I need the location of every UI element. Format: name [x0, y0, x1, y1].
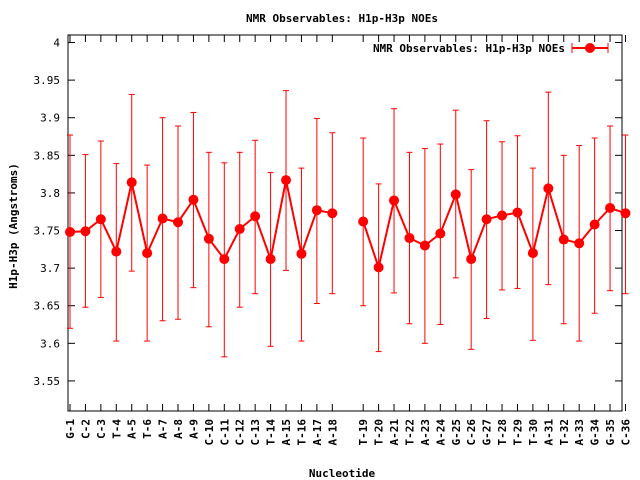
data-point — [80, 226, 91, 237]
legend-marker — [585, 43, 595, 53]
y-tick-label: 3.75 — [34, 225, 61, 238]
plot-frame — [67, 34, 623, 412]
data-point — [373, 262, 384, 273]
x-tick-label: C-3 — [95, 419, 108, 439]
data-point — [497, 210, 508, 221]
data-point — [419, 240, 430, 251]
data-point — [481, 214, 492, 225]
chart-title: NMR Observables: H1p-H3p NOEs — [246, 12, 438, 25]
data-point — [620, 208, 631, 219]
data-point — [250, 211, 261, 222]
x-tick-label: C-36 — [619, 419, 632, 446]
x-tick-label: T-22 — [403, 419, 416, 446]
y-tick-label: 3.9 — [40, 112, 60, 125]
x-tick-label: G-27 — [481, 419, 494, 446]
data-point — [265, 254, 276, 265]
data-point — [296, 248, 307, 259]
y-tick-label: 4 — [53, 37, 60, 50]
x-tick-label: A-5 — [126, 419, 139, 439]
x-tick-label: T-14 — [265, 419, 278, 446]
data-point — [111, 246, 122, 257]
data-point — [281, 175, 292, 186]
x-tick-label: T-20 — [373, 419, 386, 446]
data-point — [142, 248, 153, 259]
x-axis-label: Nucleotide — [309, 467, 376, 480]
data-point — [435, 228, 446, 239]
data-point — [543, 183, 554, 194]
data-point — [466, 254, 477, 265]
x-tick-label: C-2 — [79, 419, 92, 439]
x-tick-label: C-11 — [218, 419, 231, 446]
x-tick-label: C-26 — [465, 419, 478, 446]
x-ticks: G-1 C-2 C-3 T-4 A-5 T-6 A-7 A-8 A-9 C-10 C-11 C-12 C… — [64, 35, 632, 446]
series-group — [65, 90, 631, 358]
x-tick-label: A-24 — [434, 419, 447, 446]
x-tick-label: A-8 — [172, 419, 185, 439]
data-point — [234, 224, 245, 235]
data-point — [65, 227, 75, 238]
legend: NMR Observables: H1p-H3p NOEs — [373, 42, 609, 55]
y-tick-label: 3.8 — [40, 187, 60, 200]
y-tick-label: 3.85 — [34, 149, 61, 162]
data-point — [404, 233, 415, 244]
data-point — [450, 189, 461, 200]
y-tick-label: 3.7 — [40, 262, 60, 275]
x-tick-label: T-29 — [511, 419, 524, 446]
x-tick-label: T-16 — [295, 419, 308, 446]
x-tick-label: G-25 — [450, 419, 463, 446]
legend-label: NMR Observables: H1p-H3p NOEs — [373, 42, 565, 55]
data-point — [512, 207, 523, 218]
series-line-segment-2 — [362, 184, 626, 272]
y-axis-label: H1p-H3p (Angstroms) — [7, 163, 20, 289]
x-tick-label: A-21 — [388, 419, 401, 446]
x-tick-label: A-9 — [187, 419, 200, 439]
y-ticks: 3.55 3.6 3.65 3.7 3.75 3.8 3.85 3.9 3.95 4 — [34, 37, 622, 388]
series-line-segment-1 — [69, 179, 333, 263]
data-point — [173, 217, 184, 228]
x-tick-label: C-10 — [203, 419, 216, 446]
data-point — [574, 238, 585, 249]
x-tick-label: A-17 — [311, 419, 324, 446]
x-tick-label: C-12 — [234, 419, 247, 446]
x-tick-label: T-6 — [141, 419, 154, 439]
y-tick-label: 3.6 — [40, 337, 60, 350]
x-tick-label: T-19 — [357, 419, 370, 446]
data-point — [589, 219, 600, 230]
x-tick-label: A-7 — [157, 419, 170, 439]
y-tick-label: 3.95 — [34, 74, 61, 87]
y-tick-label: 3.55 — [34, 375, 61, 388]
x-tick-label: G-1 — [64, 419, 77, 439]
data-point — [203, 233, 214, 244]
data-point — [311, 205, 322, 216]
data-point — [605, 202, 616, 213]
data-point — [389, 195, 400, 206]
x-tick-label: C-13 — [249, 419, 262, 446]
data-point — [188, 194, 199, 205]
data-point — [219, 254, 230, 265]
x-tick-label: G-35 — [604, 419, 617, 446]
x-tick-label: T-28 — [496, 419, 509, 446]
data-point — [527, 248, 538, 259]
x-tick-label: A-31 — [542, 419, 555, 446]
x-tick-label: G-34 — [589, 419, 602, 446]
y-tick-label: 3.65 — [34, 300, 61, 313]
data-point — [358, 216, 369, 227]
x-tick-label: A-23 — [419, 419, 432, 446]
x-tick-label: T-32 — [558, 419, 571, 446]
data-point — [327, 208, 338, 219]
x-tick-label: A-18 — [326, 419, 339, 446]
x-tick-label: A-15 — [280, 419, 293, 446]
x-tick-label: T-4 — [110, 419, 123, 439]
plot-axes — [67, 34, 623, 412]
x-tick-label: A-33 — [573, 419, 586, 446]
data-point — [126, 177, 137, 188]
data-point — [558, 234, 569, 245]
data-point — [157, 213, 168, 224]
data-point — [95, 214, 106, 225]
x-tick-label: T-30 — [527, 419, 540, 446]
